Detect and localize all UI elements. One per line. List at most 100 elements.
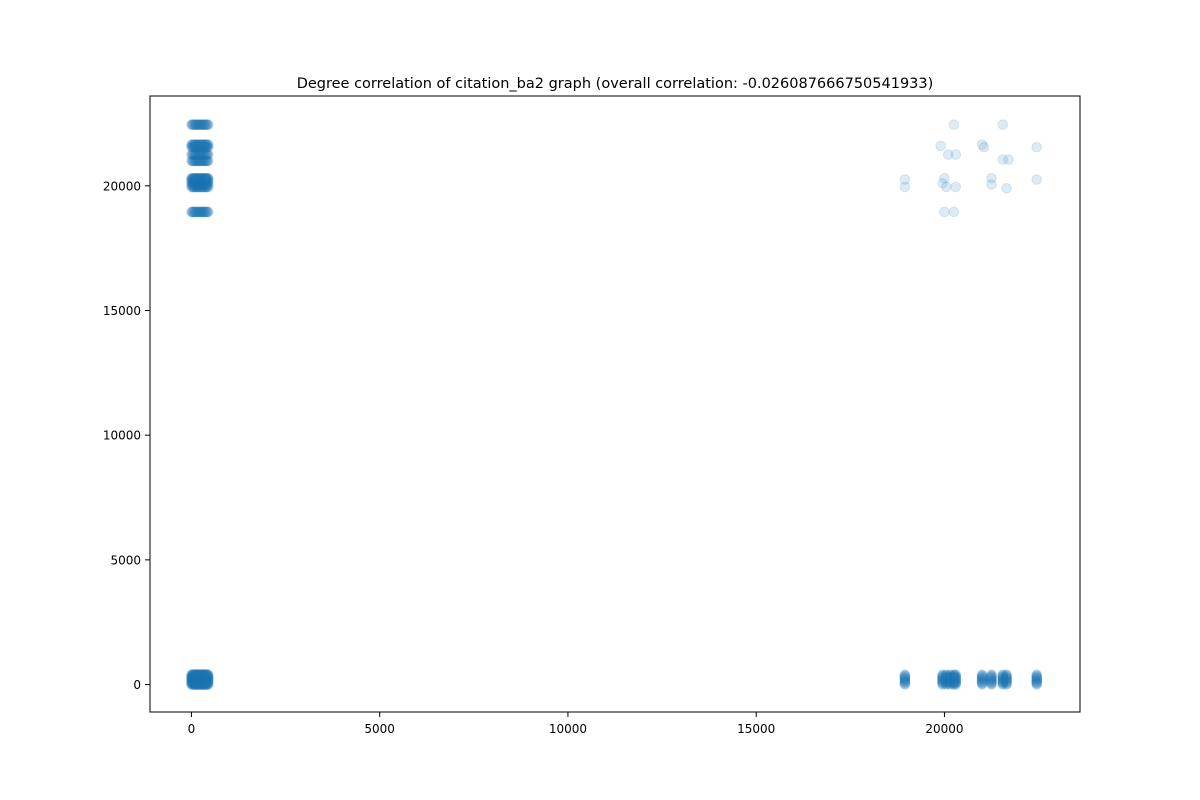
scatter-point-cluster-1 xyxy=(198,181,210,193)
scatter-point-cluster-3 xyxy=(950,677,962,689)
scatter-point-cluster-2 xyxy=(190,669,201,680)
scatter-point-cluster-1 xyxy=(191,141,202,153)
scatter-point-cluster-3 xyxy=(997,678,1009,690)
scatter-point-cluster-2 xyxy=(187,669,199,680)
scatter-point-cluster-1 xyxy=(193,155,205,167)
scatter-point xyxy=(978,141,990,153)
scatter-point-cluster-1 xyxy=(186,179,198,190)
scatter-point-cluster-1 xyxy=(191,139,203,150)
scatter-point-cluster-3 xyxy=(986,675,997,687)
scatter-point-cluster-2 xyxy=(197,676,209,688)
scatter-point-cluster-1 xyxy=(192,181,203,193)
scatter-point-cluster-3 xyxy=(976,669,988,680)
scatter-point-cluster-3 xyxy=(941,671,952,682)
scatter-point-cluster-1 xyxy=(188,174,200,185)
scatter-point-cluster-2 xyxy=(197,679,209,690)
scatter-point-cluster-1 xyxy=(197,149,209,160)
scatter-point-cluster-3 xyxy=(976,676,988,687)
scatter-point-cluster-3 xyxy=(997,678,1009,689)
scatter-point-cluster-1 xyxy=(189,139,201,150)
scatter-point-cluster-1 xyxy=(195,179,206,190)
scatter-point-cluster-1 xyxy=(188,173,200,184)
scatter-point-cluster-2 xyxy=(192,669,204,680)
scatter-point-cluster-1 xyxy=(194,155,205,167)
scatter-point-cluster-1 xyxy=(194,206,206,218)
scatter-point-cluster-3 xyxy=(944,671,956,682)
scatter-point-cluster-2 xyxy=(198,669,210,680)
scatter-point-cluster-2 xyxy=(188,676,200,688)
scatter-point-cluster-2 xyxy=(194,675,205,687)
scatter-point-cluster-1 xyxy=(196,206,207,218)
scatter-point-cluster-1 xyxy=(194,141,205,153)
scatter-point-cluster-3 xyxy=(937,674,948,685)
scatter-point-cluster-1 xyxy=(186,174,197,185)
scatter-point-cluster-1 xyxy=(201,155,213,167)
scatter-point-cluster-1 xyxy=(191,181,203,193)
scatter-point-cluster-1 xyxy=(197,206,209,218)
scatter-point xyxy=(948,206,960,218)
scatter-point-cluster-3 xyxy=(899,674,911,685)
scatter-point-cluster-1 xyxy=(198,176,210,188)
scatter-point-cluster-3 xyxy=(976,673,988,684)
scatter-point-cluster-2 xyxy=(192,671,203,683)
scatter-point-cluster-1 xyxy=(203,141,214,153)
scatter-point-cluster-3 xyxy=(899,679,911,690)
scatter-point-cluster-1 xyxy=(191,119,202,130)
scatter-point-cluster-3 xyxy=(937,672,948,684)
scatter-point-cluster-2 xyxy=(190,678,201,689)
scatter-point-cluster-3 xyxy=(937,676,948,687)
scatter-point-cluster-2 xyxy=(196,670,207,682)
scatter-point-cluster-1 xyxy=(198,206,210,218)
scatter-point-cluster-3 xyxy=(986,677,997,689)
chart-title: Degree correlation of citation_ba2 graph… xyxy=(297,76,934,92)
scatter-point-cluster-1 xyxy=(203,119,214,130)
scatter-point-cluster-3 xyxy=(1031,678,1042,690)
scatter-point-cluster-3 xyxy=(937,675,948,687)
scatter-point-cluster-2 xyxy=(202,679,214,690)
scatter-point-cluster-2 xyxy=(188,673,200,684)
scatter-point-cluster-2 xyxy=(196,679,207,690)
scatter-point-cluster-1 xyxy=(192,173,204,184)
scatter-point-cluster-2 xyxy=(197,670,209,682)
scatter-point-cluster-2 xyxy=(186,671,197,683)
scatter-point-cluster-3 xyxy=(941,675,952,687)
scatter-point-cluster-1 xyxy=(191,139,202,150)
scatter-point-cluster-1 xyxy=(203,176,214,188)
scatter-point-cluster-2 xyxy=(193,674,205,685)
scatter-point-cluster-2 xyxy=(190,673,202,684)
scatter-point-cluster-1 xyxy=(202,149,214,160)
scatter-point-cluster-2 xyxy=(193,679,205,690)
scatter-point-cluster-2 xyxy=(195,674,206,685)
scatter-point-cluster-3 xyxy=(986,671,997,682)
scatter-point-cluster-1 xyxy=(191,174,203,185)
scatter-point xyxy=(986,179,997,190)
scatter-point-cluster-2 xyxy=(191,671,202,683)
scatter-point-cluster-1 xyxy=(190,176,201,188)
scatter-point-cluster-1 xyxy=(197,179,209,190)
scatter-point-cluster-3 xyxy=(986,678,997,689)
scatter-point-cluster-2 xyxy=(190,673,201,684)
scatter-point-cluster-1 xyxy=(199,155,211,167)
scatter-point-cluster-2 xyxy=(196,678,208,689)
scatter-point-cluster-2 xyxy=(201,675,212,687)
scatter-point-cluster-2 xyxy=(195,676,207,688)
scatter-point-cluster-1 xyxy=(191,173,203,184)
scatter-point xyxy=(1031,174,1042,185)
scatter-point-cluster-1 xyxy=(198,141,210,153)
scatter-point-cluster-1 xyxy=(193,149,205,160)
scatter-point-cluster-2 xyxy=(190,671,201,683)
scatter-point-cluster-1 xyxy=(192,206,203,218)
scatter-point-cluster-3 xyxy=(986,673,997,684)
scatter-point-cluster-2 xyxy=(201,671,213,683)
scatter-point-cluster-1 xyxy=(190,155,201,167)
scatter-point-cluster-3 xyxy=(899,671,911,683)
scatter-point-cluster-1 xyxy=(199,179,210,190)
scatter-point-cluster-2 xyxy=(191,676,203,688)
scatter-point-cluster-1 xyxy=(191,155,202,167)
scatter-point-cluster-1 xyxy=(194,176,205,188)
scatter-point-cluster-2 xyxy=(190,671,202,683)
scatter-point xyxy=(899,181,911,193)
scatter-point xyxy=(997,119,1009,130)
scatter-point-cluster-3 xyxy=(937,677,948,689)
scatter-point-cluster-1 xyxy=(186,181,197,193)
